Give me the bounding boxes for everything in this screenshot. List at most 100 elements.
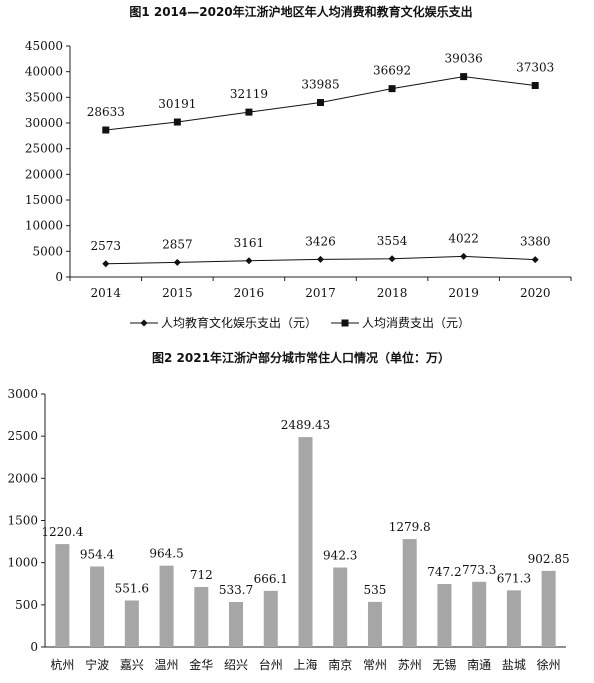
chart1-x-tick-label: 2014 — [91, 286, 122, 300]
chart1-point-diamond — [317, 255, 324, 263]
chart1-point-square — [388, 85, 396, 93]
chart1-x-tick-label: 2016 — [234, 286, 265, 300]
chart1-data-label: 36692 — [373, 64, 411, 78]
chart2-x-tick-label: 南京 — [328, 657, 352, 672]
chart1-point-diamond — [531, 256, 539, 264]
chart2-x-tick-label: 盐城 — [502, 658, 526, 672]
chart1-point-square — [531, 82, 539, 90]
chart2-x-tick-label: 嘉兴 — [120, 658, 144, 672]
chart1-point-diamond — [245, 257, 253, 265]
chart2-data-label: 712 — [190, 568, 213, 582]
chart2-bar — [90, 566, 105, 647]
chart2-y-tick-label: 1500 — [7, 514, 38, 528]
chart1-data-label: 30191 — [158, 97, 196, 111]
chart2-x-tick-label: 南通 — [467, 657, 491, 672]
legend-label-edu: 人均教育文化娱乐支出（元） — [161, 315, 317, 330]
legend-square-marker — [341, 319, 349, 327]
chart2-y-tick-label: 3000 — [7, 387, 38, 401]
chart1-y-tick-label: 40000 — [25, 65, 63, 79]
chart2-y-tick-label: 1000 — [7, 556, 38, 570]
chart2-bar — [229, 601, 244, 647]
chart2-bar — [333, 567, 348, 647]
chart1-data-label: 33985 — [301, 78, 339, 92]
chart2-bar — [298, 437, 313, 647]
chart2-title: 图2 2021年江浙沪部分城市常住人口情况（单位：万） — [152, 350, 450, 365]
chart2-data-label: 671.3 — [497, 571, 531, 585]
chart2-bar — [437, 583, 452, 647]
chart1-data-label: 28633 — [87, 105, 125, 119]
chart1-point-diamond — [173, 258, 181, 266]
chart2-x-tick-label: 绍兴 — [224, 658, 248, 672]
legend-label-consumption: 人均消费支出（元） — [362, 316, 470, 330]
chart1-y-ticks: 0 5000 10000 15000 20000 25000 30000 35000 40000… — [25, 39, 70, 284]
chart1-point-square — [245, 108, 253, 116]
chart2-bar — [194, 586, 209, 647]
chart2-data-label: 535 — [364, 583, 387, 597]
legend-diamond-marker — [140, 319, 148, 327]
chart2-y-tick-label: 0 — [30, 640, 38, 654]
chart1-y-tick-label: 20000 — [25, 167, 63, 181]
chart2-x-tick-label: 杭州 — [50, 657, 74, 672]
chart2-bar — [506, 590, 521, 647]
chart2-x-tick-label: 常州 — [363, 658, 387, 672]
chart2-bar — [159, 565, 174, 647]
chart1-point-diamond — [460, 252, 468, 260]
chart1-data-label: 2857 — [162, 237, 193, 251]
chart2-data-label: 902.85 — [528, 552, 570, 566]
chart2-bar — [367, 601, 382, 647]
chart1-x-tick-label: 2019 — [448, 286, 479, 300]
chart2-data-label: 942.3 — [323, 549, 357, 563]
chart1-point-diamond — [388, 255, 396, 263]
chart1-x-tick-label: 2018 — [377, 286, 408, 300]
chart1-legend: 人均教育文化娱乐支出（元） 人均消费支出（元） — [130, 315, 470, 330]
chart2-bar — [402, 539, 417, 647]
chart2-data-label: 747.2 — [427, 565, 461, 579]
chart2-data-label: 666.1 — [254, 572, 288, 586]
chart2-data-label: 533.7 — [219, 583, 253, 597]
chart1-x-ticks: 2014 2015 2016 2017 2018 2019 2020 — [69, 277, 572, 300]
chart2-bar — [124, 600, 139, 647]
chart2-x-tick-label: 无锡 — [432, 657, 456, 672]
chart2-y-ticks: 0 500 1000 1500 2000 2500 3000 — [7, 387, 45, 654]
chart2-data-label: 1220.4 — [41, 525, 83, 539]
chart1-x-tick-label: 2017 — [305, 286, 336, 300]
chart2-data-label: 773.3 — [462, 563, 496, 577]
chart2-bar — [263, 590, 278, 647]
chart2-x-tick-label: 上海 — [293, 657, 317, 672]
chart1-data-label: 32119 — [230, 87, 268, 101]
chart1-data-label: 3554 — [377, 234, 408, 248]
chart2-x-tick-label: 宁波 — [85, 657, 109, 672]
bar-chart: 图2 2021年江浙沪部分城市常住人口情况（单位：万） 0 500 1000 1500… — [7, 350, 569, 672]
chart1-title: 图1 2014—2020年江浙沪地区年人均消费和教育文化娱乐支出 — [129, 4, 472, 19]
chart1-y-tick-label: 15000 — [25, 193, 63, 207]
line-chart: 图1 2014—2020年江浙沪地区年人均消费和教育文化娱乐支出 0 5000 10… — [25, 4, 572, 330]
chart2-bar — [541, 570, 556, 647]
chart2-bars: 1220.4 杭州 954.4 宁波 551.6 嘉兴 964.5 温州 712 金华 533.7 绍… — [41, 418, 569, 672]
chart1-y-tick-label: 35000 — [25, 90, 63, 104]
chart1-point-square — [102, 126, 110, 134]
chart1-data-label: 2573 — [91, 239, 122, 253]
chart2-x-tick-label: 金华 — [189, 657, 213, 672]
chart2-x-tick-label: 温州 — [155, 658, 179, 672]
chart1-y-tick-label: 45000 — [25, 39, 63, 53]
chart2-data-label: 2489.43 — [281, 418, 331, 432]
chart1-data-label: 4022 — [448, 231, 479, 245]
chart2-bar — [55, 544, 70, 647]
chart1-y-tick-label: 25000 — [25, 142, 63, 156]
chart1-y-tick-label: 5000 — [32, 244, 63, 258]
chart2-data-label: 1279.8 — [389, 520, 431, 534]
chart2-x-tick-label: 台州 — [259, 657, 283, 672]
chart2-y-tick-label: 2500 — [7, 429, 38, 443]
chart1-point-diamond — [102, 260, 110, 268]
chart2-y-tick-label: 2000 — [7, 471, 38, 485]
chart2-y-tick-label: 500 — [15, 598, 38, 612]
chart1-data-label: 3380 — [520, 235, 551, 249]
chart2-bar — [472, 581, 487, 647]
chart1-data-label: 3426 — [305, 234, 336, 248]
chart1-series: 2573 2857 3161 3426 3554 4022 3380 28633 30191 32… — [87, 52, 554, 268]
chart1-data-label: 39036 — [445, 52, 483, 66]
chart1-x-tick-label: 2020 — [520, 286, 551, 300]
chart2-x-tick-label: 徐州 — [537, 657, 561, 672]
chart1-y-tick-label: 30000 — [25, 116, 63, 130]
